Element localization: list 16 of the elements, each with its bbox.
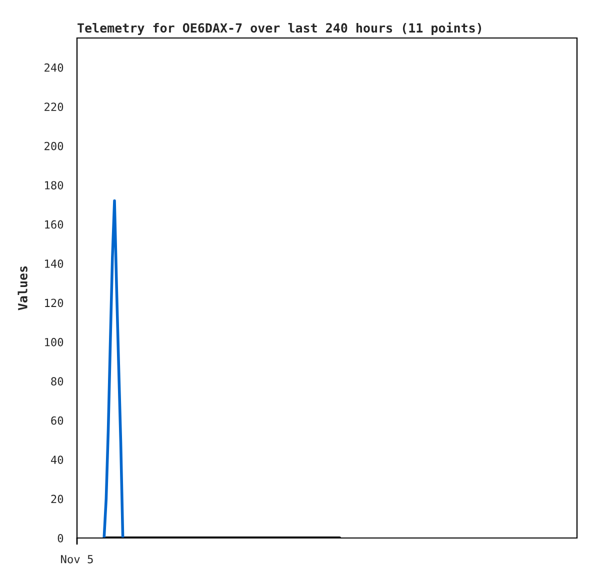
y-tick-label: 40 <box>50 456 64 464</box>
y-tick-label: 220 <box>44 102 64 112</box>
y-tick-label: 120 <box>45 298 64 308</box>
y-tick-label: 100 <box>45 338 64 346</box>
y-axis-title: Values <box>18 266 28 310</box>
y-tick-label: 200 <box>44 142 64 150</box>
y-tick-label: 240 <box>44 63 64 72</box>
y-tick-label: 180 <box>45 181 64 190</box>
y-tick-label: 160 <box>45 220 64 229</box>
y-tick-label: 20 <box>51 494 64 504</box>
y-tick-label: 140 <box>45 259 64 268</box>
y-tick-label: 80 <box>51 377 64 386</box>
chart-title: Telemetry for OE6DAX-7 over last 240 hours (11 points) <box>78 22 482 36</box>
y-tick-label: 60 <box>51 416 64 425</box>
text: Nov 5 <box>61 555 93 564</box>
y-tick-label: 0 <box>58 534 64 542</box>
